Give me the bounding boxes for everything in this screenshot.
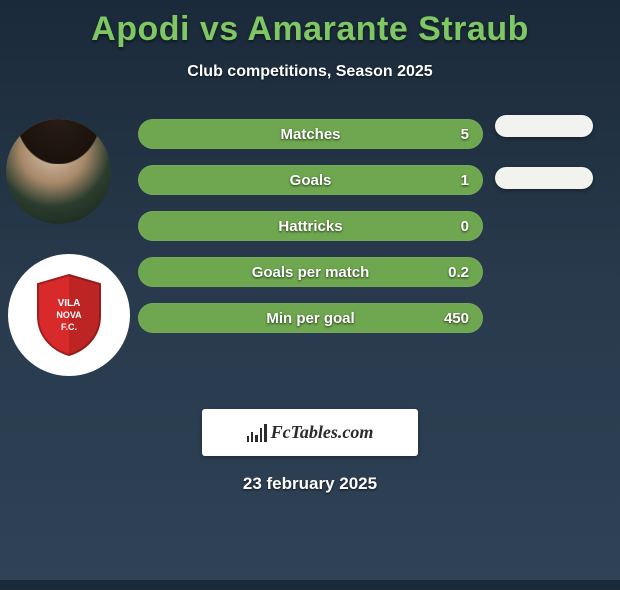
svg-text:VILA: VILA bbox=[58, 298, 81, 309]
brand-badge: FcTables.com bbox=[202, 409, 418, 456]
stat-value: 0 bbox=[461, 218, 469, 235]
stat-label: Matches bbox=[138, 126, 483, 143]
stat-value: 1 bbox=[461, 172, 469, 189]
stat-label: Goals per match bbox=[138, 264, 483, 281]
stat-value: 450 bbox=[444, 310, 469, 327]
stat-row-matches: Matches 5 bbox=[138, 119, 483, 149]
stat-row-hattricks: Hattricks 0 bbox=[138, 211, 483, 241]
comparison-title: Apodi vs Amarante Straub bbox=[0, 10, 620, 49]
svg-text:F.C.: F.C. bbox=[61, 322, 77, 332]
comparison-subtitle: Club competitions, Season 2025 bbox=[0, 63, 620, 81]
snapshot-date: 23 february 2025 bbox=[0, 474, 620, 494]
stat-label: Goals bbox=[138, 172, 483, 189]
stat-value: 0.2 bbox=[448, 264, 469, 281]
bars-icon bbox=[247, 424, 267, 442]
brand-text: FcTables.com bbox=[271, 422, 374, 443]
club-shield-icon: VILA NOVA F.C. bbox=[32, 272, 106, 358]
stat-rows: Matches 5 Goals 1 Hattricks 0 Goals per … bbox=[138, 119, 483, 333]
opponent-stat-pills bbox=[495, 115, 593, 189]
svg-text:NOVA: NOVA bbox=[56, 310, 82, 320]
player-photo bbox=[6, 119, 111, 224]
club-badge: VILA NOVA F.C. bbox=[8, 254, 130, 376]
stat-value: 5 bbox=[461, 126, 469, 143]
stat-label: Hattricks bbox=[138, 218, 483, 235]
stat-row-goals: Goals 1 bbox=[138, 165, 483, 195]
stat-row-min-per-goal: Min per goal 450 bbox=[138, 303, 483, 333]
stat-row-goals-per-match: Goals per match 0.2 bbox=[138, 257, 483, 287]
content-area: VILA NOVA F.C. Matches 5 Goals 1 Hattric… bbox=[0, 119, 620, 379]
stat-label: Min per goal bbox=[138, 310, 483, 327]
opponent-pill bbox=[495, 167, 593, 189]
opponent-pill bbox=[495, 115, 593, 137]
